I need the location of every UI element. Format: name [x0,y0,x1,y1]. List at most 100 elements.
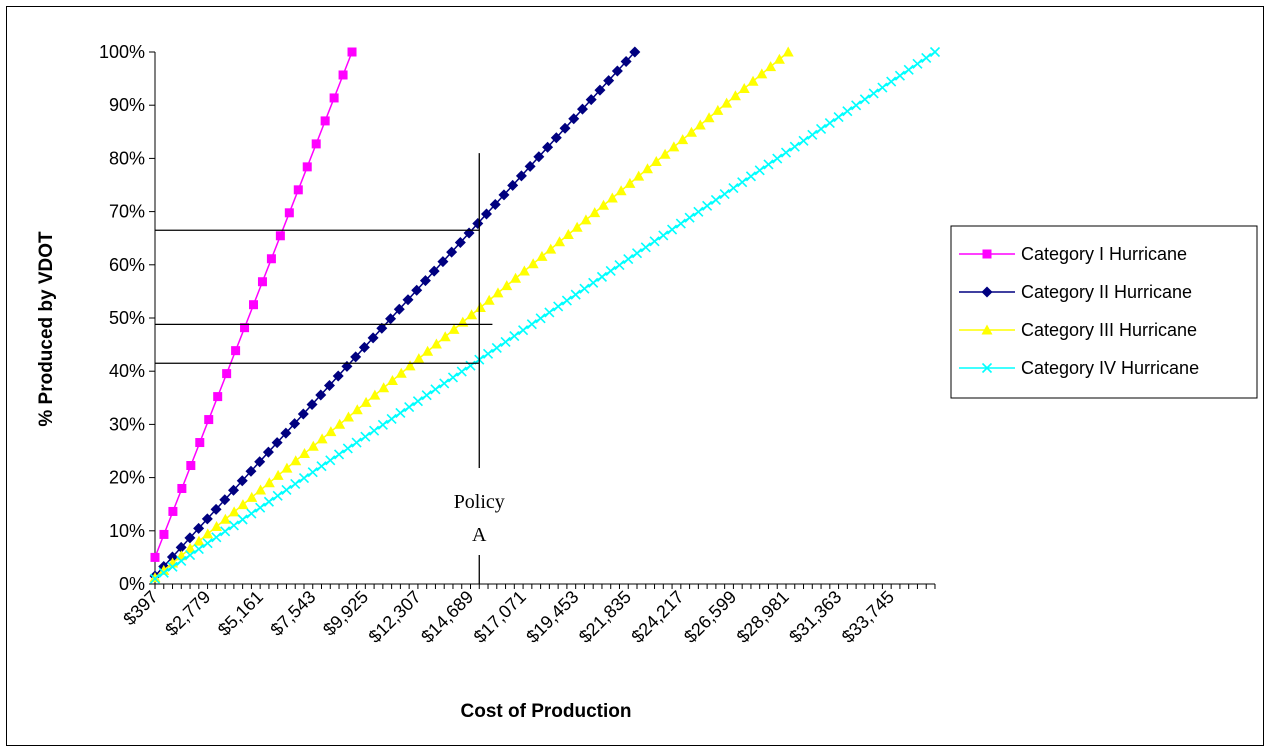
marker-stroke [220,526,231,537]
data-point [446,246,458,258]
data-point [280,427,292,439]
y-axis-title: % Produced by VDOT [36,231,57,427]
marker-stroke [886,76,897,87]
data-point [675,218,686,229]
data-point [624,177,636,188]
data-point [737,177,748,188]
marker-stroke [570,289,581,300]
data-point [316,433,328,444]
marker-stroke [605,265,616,277]
marker-stroke [649,236,660,247]
data-point [168,506,178,516]
marker-stroke [868,88,879,99]
data-point [395,407,406,419]
data-point [721,97,733,108]
data-point [465,360,476,371]
data-point [177,483,187,493]
data-point [377,419,388,430]
data-point [500,336,511,348]
data-point [421,390,432,401]
data-point [255,484,267,495]
data-point [589,207,601,218]
data-point [202,538,213,549]
data-point [159,529,169,539]
data-point [158,567,169,578]
marker-stroke [500,336,511,348]
marker-stroke [342,443,353,454]
marker-stroke [158,567,169,578]
data-point [395,367,407,378]
data-point [507,179,519,191]
marker-stroke [710,194,721,206]
data-point [290,455,302,466]
marker-stroke [246,508,257,519]
data-point [738,83,750,94]
data-point [570,289,581,300]
marker-stroke [360,431,371,442]
data-point [437,256,449,268]
data-point [641,163,653,174]
data-point [338,70,348,80]
data-point [658,230,669,241]
data-point [659,148,671,159]
data-point [255,502,266,513]
data-point [249,300,259,310]
data-point [729,90,741,101]
data-point [369,389,381,400]
marker-stroke [482,348,494,359]
data-point [342,443,353,454]
marker-stroke [351,437,362,448]
data-point [789,141,800,152]
data-point [316,461,327,472]
marker-stroke [412,396,423,407]
data-point [231,346,241,356]
x-axis-title: Cost of Production [461,701,632,722]
data-point [245,465,257,477]
marker-stroke [614,259,625,271]
data-point [685,126,697,137]
series-2 [149,46,641,582]
data-point [342,411,354,422]
data-point [237,514,248,525]
data-point [439,331,451,342]
marker-stroke [404,401,415,413]
data-point [228,484,240,496]
legend-marker [982,249,992,259]
data-point [176,555,187,566]
data-point [798,135,809,146]
data-point [367,332,379,344]
data-point [903,64,914,75]
data-point [536,250,548,261]
data-point [611,65,623,77]
data-point [262,446,274,458]
marker-stroke [921,52,932,63]
data-point [756,68,768,79]
data-point [518,265,530,276]
marker-stroke [833,112,844,123]
data-point [448,323,460,334]
data-point [542,141,554,153]
data-point [213,392,223,402]
data-point [358,341,370,353]
marker-stroke [255,502,266,513]
marker-stroke [290,478,301,490]
data-point [184,532,196,544]
data-point [859,94,870,105]
data-point [579,283,590,294]
marker-stroke [202,538,213,549]
data-point [571,221,583,232]
data-point [544,307,555,318]
marker-stroke [929,46,941,58]
legend-item: Category III Hurricane [959,320,1197,340]
data-point [430,384,441,395]
data-point [402,294,414,306]
data-point [385,313,397,325]
marker-stroke [763,159,774,170]
data-point [745,171,757,182]
y-tick-label: 90% [109,95,145,115]
data-point [275,231,285,241]
data-point [824,117,835,129]
marker-stroke [877,82,888,93]
legend-label: Category IV Hurricane [1021,358,1199,378]
legend-item: Category I Hurricane [959,244,1187,264]
